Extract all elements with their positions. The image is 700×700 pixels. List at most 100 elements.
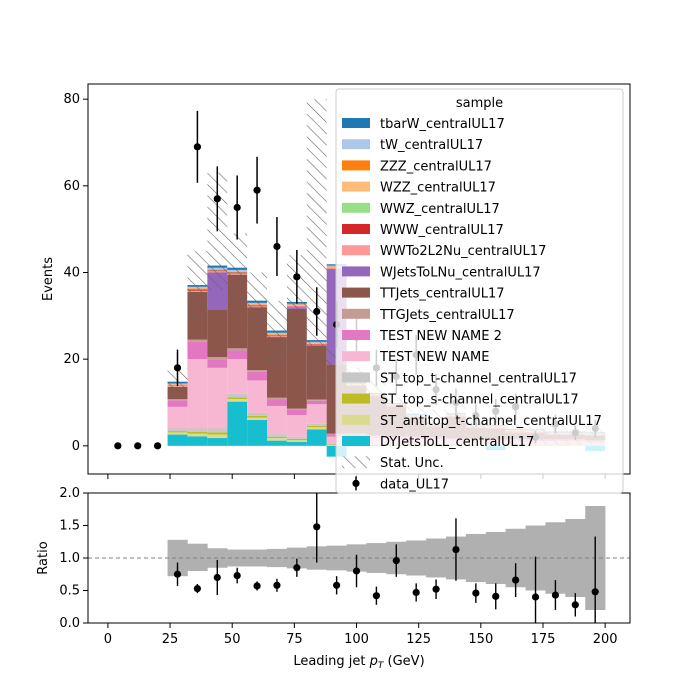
bar-4-10	[306, 404, 327, 424]
bar-0-10	[306, 429, 327, 446]
ratio-marks	[88, 493, 630, 623]
data-point-9	[293, 273, 301, 281]
ratio-point-4	[253, 582, 261, 590]
ratio-point-10	[372, 592, 381, 600]
bar-1-10	[306, 427, 327, 430]
bar-4-5	[207, 367, 228, 429]
bar-2-3	[167, 431, 188, 433]
bar-6-6	[227, 348, 248, 351]
bar-3-9	[286, 436, 307, 439]
bar-4-6	[227, 359, 248, 394]
legend-entry-6: TTGJets_centralUL17	[379, 308, 515, 323]
bar-0-9	[286, 441, 307, 446]
main-ytick-label-2: 40	[63, 266, 80, 281]
legend-entry-9: WWTo2L2Nu_centralUL17	[380, 244, 546, 259]
legend-entry-0: DYJetsToLL_centralUL17	[380, 435, 534, 450]
main-ytick-label-1: 20	[63, 352, 80, 367]
ratio-unc-bin-12	[406, 540, 427, 576]
legend-entry-8: WJetsToLNu_centralUL17	[380, 265, 541, 280]
bar-4-4	[187, 359, 208, 429]
legend-swatch-4	[342, 351, 370, 362]
ratio-ylabel: Ratio	[36, 541, 51, 574]
ratio-xtick-label-3: 75	[286, 632, 303, 647]
legend-swatch-2	[342, 393, 370, 404]
ratio-point-7	[313, 523, 321, 531]
legend-entry-10: WWW_centralUL17	[380, 223, 504, 238]
bar-0-5	[207, 438, 228, 446]
bar-2-8	[267, 436, 287, 439]
stat-unc-bin-8	[267, 300, 287, 364]
legend-swatch-stat-unc	[342, 456, 370, 469]
ratio-plot: 0.0 0.5 1.0 1.5 2.0 0 25 50 75 100 125 150 175 200 Rat…	[36, 486, 631, 671]
bar-1-4	[187, 433, 208, 437]
legend-entry-15: tbarW_centralUL17	[380, 117, 505, 132]
ratio-point-18	[531, 593, 540, 601]
stat-unc-bin-6	[227, 233, 248, 303]
ratio-point-3	[233, 571, 241, 580]
legend-entry-12: WZZ_centralUL17	[380, 181, 496, 196]
ratio-point-13	[432, 585, 440, 593]
ratio-point-15	[472, 589, 480, 597]
ratio-xtick-label-7: 175	[531, 632, 556, 647]
bar-4-7	[247, 380, 268, 413]
legend-swatch-9	[342, 245, 370, 256]
bar-6-10	[306, 399, 327, 401]
legend-swatch-15	[342, 118, 370, 128]
bar-1-7	[247, 417, 268, 420]
bar-3-3	[167, 428, 188, 432]
legend-swatch-13	[342, 160, 370, 171]
bar-0-3	[167, 434, 188, 446]
legend-entry-5: TEST NEW NAME 2	[379, 329, 502, 344]
ratio-point-1	[193, 584, 201, 593]
bar-4-8	[267, 405, 287, 435]
bar-6-8	[267, 397, 287, 400]
stat-unc-bin-7	[247, 272, 268, 331]
main-ytick-label-0: 0	[72, 439, 80, 454]
bar-4-3	[167, 406, 188, 429]
legend-swatch-14	[342, 139, 370, 150]
bar-5-6	[227, 350, 248, 360]
ratio-xlabel: Leading jet pT (GeV)	[293, 654, 424, 671]
bar-2-4	[187, 431, 208, 434]
legend-swatch-8	[342, 266, 370, 277]
bar-4-9	[286, 415, 307, 437]
data-point-6	[233, 203, 241, 212]
legend-swatch-12	[342, 181, 370, 192]
ratio-unc-bin-1	[187, 543, 208, 571]
legend-entry-2: ST_top_s-channel_centralUL17	[380, 393, 579, 408]
ratio-xtick-label-0: 0	[104, 632, 112, 647]
data-point-1	[134, 442, 142, 450]
main-ytick-label-4: 80	[63, 92, 80, 107]
ratio-xtick-label-5: 125	[406, 632, 431, 647]
bar-5-10	[306, 400, 327, 405]
bar-1-3	[167, 432, 188, 435]
bar-0-8	[267, 440, 287, 446]
ratio-ytick-label-1: 0.5	[59, 584, 80, 599]
legend: sample tbarW_centralUL17 tW_centralUL17 ZZZ…	[335, 88, 624, 494]
bar-5-7	[247, 371, 268, 381]
bar-3-7	[247, 412, 268, 416]
legend-swatch-5	[342, 330, 370, 340]
ratio-point-14	[452, 545, 460, 554]
ratio-point-20	[571, 601, 579, 609]
legend-entry-stat-unc: Stat. Unc.	[380, 456, 444, 471]
stat-unc-bin-10	[306, 99, 327, 394]
ratio-point-17	[512, 576, 520, 584]
bar-2-7	[247, 415, 268, 418]
bar-2-10	[306, 425, 327, 428]
bar-2-6	[227, 397, 248, 400]
bar-3-4	[187, 428, 208, 432]
legend-entry-4: TEST NEW NAME	[379, 350, 489, 365]
legend-entry-3: ST_top_t-channel_centralUL17	[380, 371, 577, 386]
ratio-point-6	[293, 564, 301, 572]
ratio-point-11	[392, 557, 400, 565]
ratio-ytick-label-4: 2.0	[59, 486, 80, 501]
ratio-point-12	[412, 588, 420, 597]
bar-6-9	[286, 408, 307, 410]
legend-swatch-11	[342, 202, 370, 213]
ratio-xtick-label-4: 100	[344, 632, 369, 647]
data-point-0	[114, 442, 122, 450]
data-point-10	[313, 307, 321, 316]
bar-1-6	[227, 399, 248, 402]
